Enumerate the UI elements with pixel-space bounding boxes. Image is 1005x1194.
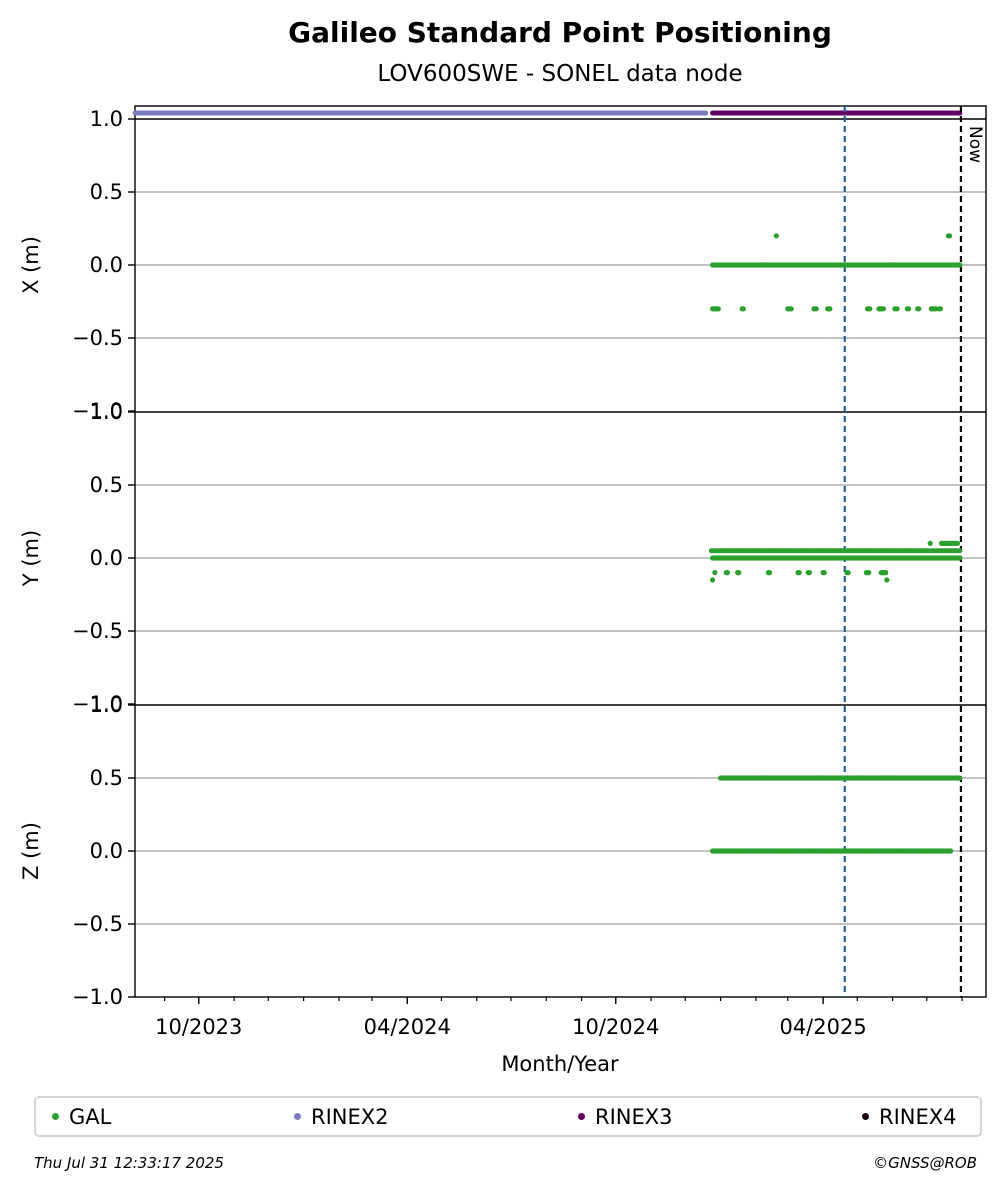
x-tick-label: 10/2023 bbox=[155, 1015, 242, 1039]
now-label: Now bbox=[965, 126, 985, 163]
data-point bbox=[740, 306, 746, 312]
data-point bbox=[712, 570, 718, 576]
data-point bbox=[937, 306, 944, 312]
y-tick-label: 0.0 bbox=[90, 839, 123, 863]
x-tick-label: 04/2024 bbox=[364, 1015, 451, 1039]
data-point bbox=[954, 540, 961, 547]
y-tick-label: 1.0 bbox=[90, 693, 123, 717]
data-point bbox=[957, 548, 963, 554]
data-point bbox=[736, 570, 742, 576]
y-tick-label: 0.5 bbox=[90, 766, 123, 790]
data-point bbox=[867, 306, 873, 312]
data-point bbox=[773, 233, 779, 239]
data-point bbox=[766, 570, 773, 576]
data-point bbox=[880, 306, 887, 312]
data-point bbox=[884, 577, 890, 583]
data-point bbox=[948, 848, 954, 854]
data-point bbox=[946, 233, 953, 239]
legend-label-gal: GAL bbox=[69, 1104, 112, 1129]
y-tick-label: 1.0 bbox=[90, 400, 123, 424]
data-point bbox=[957, 775, 963, 781]
data-point bbox=[845, 570, 851, 576]
data-point bbox=[916, 306, 922, 312]
data-point bbox=[957, 262, 963, 268]
legend-marker-rinex2 bbox=[294, 1113, 301, 1120]
y-axis-label: Y (m) bbox=[19, 530, 43, 587]
y-tick-label: −0.5 bbox=[72, 619, 123, 643]
data-point bbox=[927, 540, 933, 547]
data-point bbox=[813, 306, 819, 312]
legend-marker-rinex3 bbox=[578, 1113, 585, 1120]
chart-svg: Galileo Standard Point Positioning LOV60… bbox=[19, 16, 987, 1076]
legend-item-rinex3: RINEX3 bbox=[578, 1098, 673, 1135]
footer-timestamp: Thu Jul 31 12:33:17 2025 bbox=[34, 1154, 224, 1172]
legend-label-rinex3: RINEX3 bbox=[595, 1104, 673, 1129]
data-point bbox=[788, 306, 794, 312]
data-point bbox=[866, 570, 872, 576]
legend-label-rinex2: RINEX2 bbox=[311, 1104, 389, 1129]
legend-marker-rinex4 bbox=[862, 1113, 869, 1120]
y-tick-label: 0.5 bbox=[90, 180, 123, 204]
x-axis-label: Month/Year bbox=[501, 1052, 619, 1076]
data-point bbox=[806, 570, 813, 576]
legend: GAL RINEX2 RINEX3 RINEX4 bbox=[34, 1096, 982, 1137]
data-point bbox=[724, 570, 730, 576]
y-tick-label: −0.5 bbox=[72, 912, 123, 936]
data-point bbox=[883, 570, 889, 576]
y-tick-label: −0.5 bbox=[72, 326, 123, 350]
data-point bbox=[827, 306, 833, 312]
chart-title: Galileo Standard Point Positioning bbox=[288, 16, 832, 49]
chart-subtitle: LOV600SWE - SONEL data node bbox=[377, 61, 742, 87]
legend-label-rinex4: RINEX4 bbox=[879, 1104, 957, 1129]
data-point bbox=[796, 570, 802, 576]
x-tick-label: 10/2024 bbox=[572, 1015, 659, 1039]
y-tick-label: −1.0 bbox=[72, 985, 123, 1009]
data-point bbox=[894, 306, 900, 312]
plot-area: 1.0 0.5 0.0 −0.5 −1.0 X (m) 1.0 0.5 0.0 −0.5 −1.0 Y… bbox=[19, 105, 987, 1039]
data-point bbox=[715, 306, 721, 312]
data-point bbox=[905, 306, 912, 312]
y-tick-label: 1.0 bbox=[90, 107, 123, 131]
data-point bbox=[821, 570, 827, 576]
data-point bbox=[957, 555, 963, 561]
footer-credit: ©GNSS@ROB bbox=[873, 1154, 977, 1172]
y-axis-label: X (m) bbox=[19, 236, 43, 294]
plot-frame bbox=[134, 105, 987, 998]
legend-item-rinex4: RINEX4 bbox=[862, 1098, 957, 1135]
legend-marker-gal bbox=[52, 1113, 59, 1120]
legend-item-gal: GAL bbox=[52, 1098, 111, 1135]
legend-item-rinex2: RINEX2 bbox=[294, 1098, 389, 1135]
y-tick-label: −1.0 bbox=[72, 399, 123, 423]
y-tick-label: 0.0 bbox=[90, 546, 123, 570]
y-axis-label: Z (m) bbox=[19, 822, 43, 880]
y-tick-label: 0.0 bbox=[90, 253, 123, 277]
y-tick-label: −1.0 bbox=[72, 692, 123, 716]
x-tick-label: 04/2025 bbox=[779, 1015, 866, 1039]
data-point bbox=[709, 577, 716, 583]
y-tick-label: 0.5 bbox=[90, 473, 123, 497]
